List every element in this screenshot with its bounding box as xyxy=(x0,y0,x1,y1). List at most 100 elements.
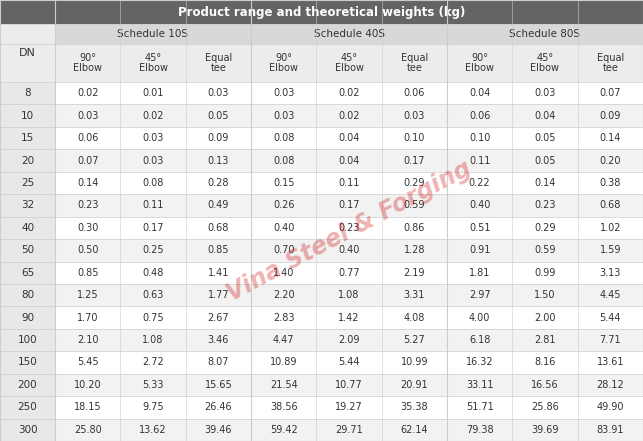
Text: Schedule 80S: Schedule 80S xyxy=(509,29,581,39)
Text: 0.59: 0.59 xyxy=(534,245,556,255)
Text: 0.06: 0.06 xyxy=(77,133,98,143)
Text: 0.02: 0.02 xyxy=(142,111,164,121)
Bar xyxy=(120,374,186,396)
Text: 2.67: 2.67 xyxy=(208,313,229,323)
Text: 0.04: 0.04 xyxy=(534,111,556,121)
Text: 0.75: 0.75 xyxy=(142,313,164,323)
Bar xyxy=(251,172,316,194)
Text: 21.54: 21.54 xyxy=(270,380,298,390)
Bar xyxy=(577,396,643,419)
Bar xyxy=(251,351,316,374)
Text: 0.10: 0.10 xyxy=(469,133,491,143)
Text: Equal: Equal xyxy=(204,53,232,63)
Bar xyxy=(577,374,643,396)
Text: 8.16: 8.16 xyxy=(534,358,556,367)
Bar xyxy=(251,105,316,127)
Bar xyxy=(577,351,643,374)
Bar xyxy=(0,194,55,217)
Bar xyxy=(382,105,447,127)
Bar xyxy=(251,149,316,172)
Bar xyxy=(512,329,577,351)
Bar xyxy=(120,262,186,284)
Text: 0.70: 0.70 xyxy=(273,245,294,255)
Bar xyxy=(577,239,643,262)
Bar xyxy=(447,217,512,239)
Bar xyxy=(55,284,120,306)
Text: 26.46: 26.46 xyxy=(204,402,232,412)
Text: 4.00: 4.00 xyxy=(469,313,491,323)
Bar xyxy=(55,351,120,374)
Text: 5.44: 5.44 xyxy=(338,358,359,367)
Text: 0.15: 0.15 xyxy=(273,178,294,188)
Text: 0.63: 0.63 xyxy=(142,290,164,300)
Bar xyxy=(447,396,512,419)
Text: 0.03: 0.03 xyxy=(404,111,425,121)
Text: 0.85: 0.85 xyxy=(77,268,98,278)
Bar xyxy=(512,396,577,419)
Text: 8: 8 xyxy=(24,88,31,98)
Bar xyxy=(0,0,643,24)
Text: 83.91: 83.91 xyxy=(597,425,624,435)
Bar xyxy=(251,262,316,284)
Bar xyxy=(512,239,577,262)
Text: 10.89: 10.89 xyxy=(270,358,298,367)
Bar xyxy=(447,262,512,284)
Bar xyxy=(577,262,643,284)
Bar xyxy=(120,194,186,217)
Bar xyxy=(120,149,186,172)
Bar xyxy=(251,217,316,239)
Text: 0.17: 0.17 xyxy=(142,223,164,233)
Text: 0.11: 0.11 xyxy=(469,156,491,165)
Text: Vina Steel & Forging: Vina Steel & Forging xyxy=(222,157,475,306)
Bar xyxy=(55,149,120,172)
Bar xyxy=(447,374,512,396)
Bar xyxy=(316,194,382,217)
Text: 0.03: 0.03 xyxy=(77,111,98,121)
Bar xyxy=(316,105,382,127)
Text: 0.09: 0.09 xyxy=(208,133,229,143)
Text: 19.27: 19.27 xyxy=(335,402,363,412)
Text: 10.77: 10.77 xyxy=(335,380,363,390)
Bar xyxy=(55,44,120,82)
Bar xyxy=(577,82,643,105)
Text: 33.11: 33.11 xyxy=(466,380,493,390)
Text: 0.68: 0.68 xyxy=(208,223,229,233)
Bar xyxy=(316,172,382,194)
Text: 25: 25 xyxy=(21,178,34,188)
Bar xyxy=(447,172,512,194)
Text: 38.56: 38.56 xyxy=(270,402,298,412)
Bar xyxy=(512,149,577,172)
Text: 1.59: 1.59 xyxy=(599,245,621,255)
Bar xyxy=(0,329,55,351)
Text: 0.06: 0.06 xyxy=(404,88,425,98)
Bar xyxy=(55,374,120,396)
Text: 10.20: 10.20 xyxy=(74,380,102,390)
Text: 3.13: 3.13 xyxy=(600,268,621,278)
Text: 0.07: 0.07 xyxy=(77,156,98,165)
Text: 0.20: 0.20 xyxy=(599,156,621,165)
Text: 0.03: 0.03 xyxy=(208,88,229,98)
Bar xyxy=(577,105,643,127)
Bar xyxy=(512,374,577,396)
Bar xyxy=(316,306,382,329)
Text: 0.08: 0.08 xyxy=(273,156,294,165)
Bar xyxy=(316,217,382,239)
Text: 0.14: 0.14 xyxy=(534,178,556,188)
Text: 16.32: 16.32 xyxy=(466,358,493,367)
Text: 45°: 45° xyxy=(536,53,554,63)
Bar xyxy=(512,105,577,127)
Text: 0.23: 0.23 xyxy=(338,223,359,233)
Bar xyxy=(316,44,382,82)
Bar xyxy=(382,44,447,82)
Bar xyxy=(577,217,643,239)
Bar xyxy=(120,239,186,262)
Bar xyxy=(577,149,643,172)
Text: 2.09: 2.09 xyxy=(338,335,359,345)
Text: 16.56: 16.56 xyxy=(531,380,559,390)
Text: 0.99: 0.99 xyxy=(534,268,556,278)
Text: 0.05: 0.05 xyxy=(208,111,229,121)
Bar xyxy=(55,127,120,149)
Text: 79.38: 79.38 xyxy=(466,425,493,435)
Text: 65: 65 xyxy=(21,268,34,278)
Text: 0.08: 0.08 xyxy=(142,178,164,188)
